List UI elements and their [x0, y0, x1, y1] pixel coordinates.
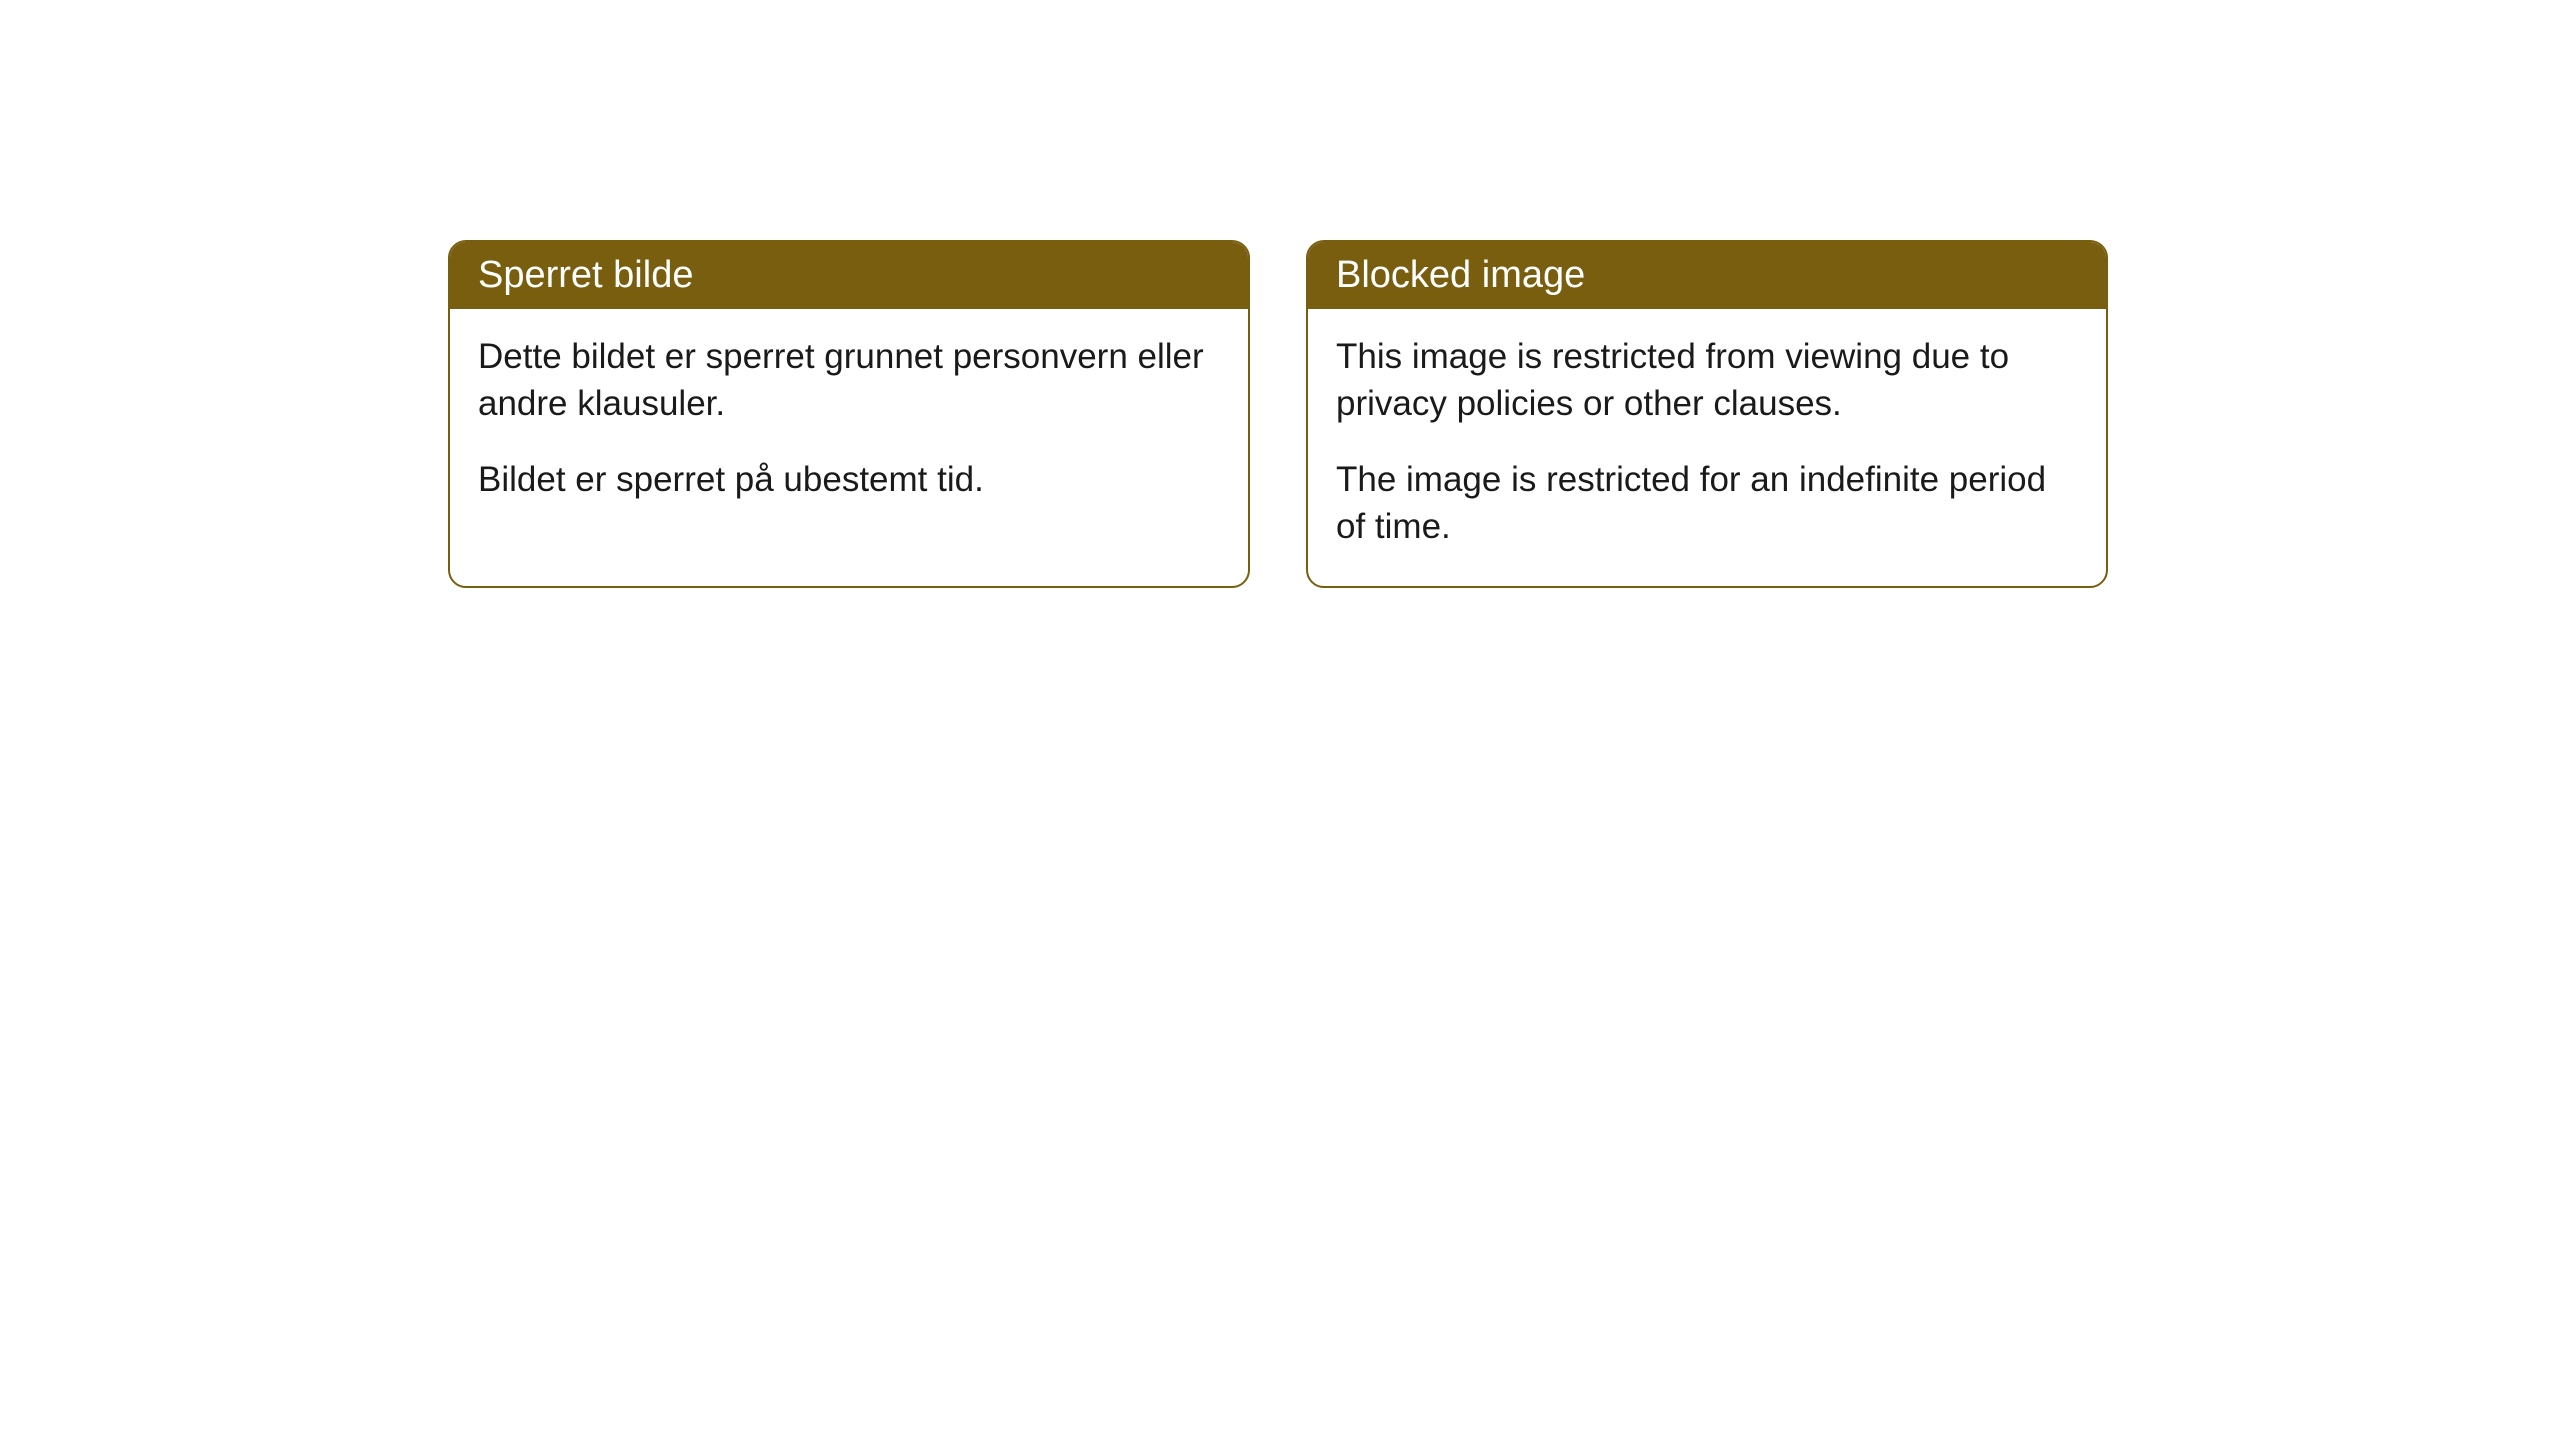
blocked-image-card-norwegian: Sperret bilde Dette bildet er sperret gr… — [448, 240, 1250, 588]
card-body-english: This image is restricted from viewing du… — [1308, 309, 2106, 586]
card-title: Sperret bilde — [478, 254, 693, 296]
card-title: Blocked image — [1336, 254, 1585, 296]
card-paragraph-1: Dette bildet er sperret grunnet personve… — [478, 333, 1220, 428]
card-paragraph-1: This image is restricted from viewing du… — [1336, 333, 2078, 428]
card-paragraph-2: The image is restricted for an indefinit… — [1336, 456, 2078, 551]
card-paragraph-2: Bildet er sperret på ubestemt tid. — [478, 456, 1220, 503]
card-header-norwegian: Sperret bilde — [450, 242, 1248, 309]
blocked-image-card-english: Blocked image This image is restricted f… — [1306, 240, 2108, 588]
cards-container: Sperret bilde Dette bildet er sperret gr… — [0, 0, 2560, 588]
card-body-norwegian: Dette bildet er sperret grunnet personve… — [450, 309, 1248, 539]
card-header-english: Blocked image — [1308, 242, 2106, 309]
